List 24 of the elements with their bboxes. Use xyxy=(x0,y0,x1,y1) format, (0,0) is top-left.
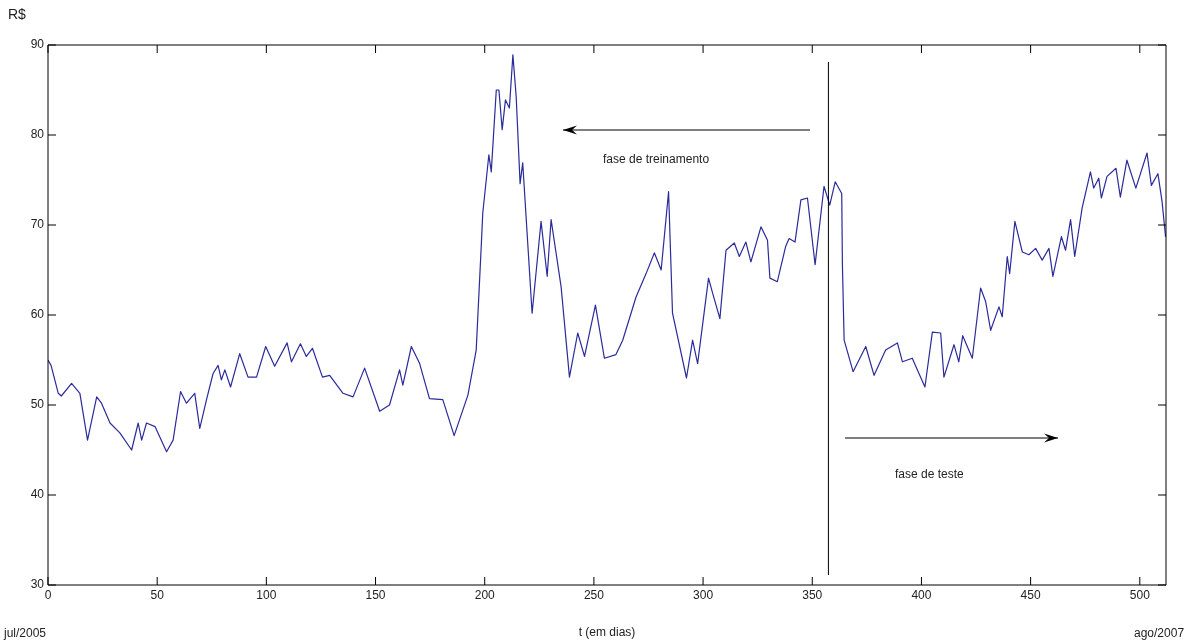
y-tick-label: 30 xyxy=(30,577,45,592)
x-tick-label: 450 xyxy=(1020,587,1041,602)
x-tick-label: 500 xyxy=(1129,587,1151,602)
y-tick-label: 40 xyxy=(30,487,45,502)
y-tick-label: 90 xyxy=(30,37,45,52)
y-axis-title: R$ xyxy=(8,6,26,22)
text: ago/2007 xyxy=(1134,626,1185,640)
x-tick-label: 50 xyxy=(150,587,165,602)
x-tick-label: 250 xyxy=(583,587,605,602)
y-tick-label: 50 xyxy=(30,397,45,412)
y-tick-label: 60 xyxy=(30,307,45,322)
x-tick-label: 400 xyxy=(911,587,932,602)
annotation: fase de treinamento xyxy=(603,152,710,166)
annotation: fase de teste xyxy=(895,467,964,481)
x-tick-label: 100 xyxy=(256,587,277,602)
x-tick-label: 0 xyxy=(44,587,52,602)
y-tick-label: 70 xyxy=(30,217,45,232)
x-tick-label: 300 xyxy=(693,587,714,602)
x-axis-title: t (em dias) xyxy=(578,625,636,640)
y-tick-label: 80 xyxy=(30,127,45,142)
x-tick-label: 150 xyxy=(365,587,386,602)
text: jul/2005 xyxy=(4,626,47,640)
x-tick-label: 350 xyxy=(802,587,823,602)
x-tick-label: 200 xyxy=(474,587,496,602)
